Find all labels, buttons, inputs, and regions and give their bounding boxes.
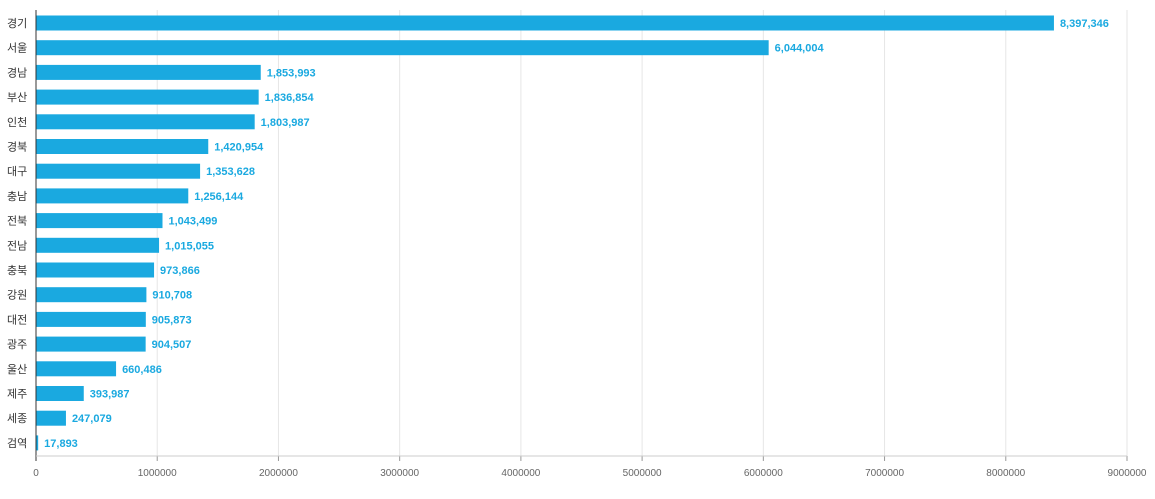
category-label: 충남	[7, 190, 27, 203]
category-label: 인천	[7, 115, 27, 129]
data-label: 1,256,144	[194, 191, 244, 203]
category-label: 경북	[7, 141, 27, 154]
bar	[36, 64, 261, 80]
bar	[36, 114, 255, 130]
bar	[36, 89, 259, 105]
data-label: 973,866	[160, 265, 200, 277]
x-tick-label: 1000000	[138, 468, 177, 479]
bar	[36, 336, 146, 352]
x-tick-labels: 0 1000000 2000000 3000000 4000000 5000000 6000…	[33, 468, 1147, 479]
data-label: 393,987	[90, 389, 130, 401]
bar	[36, 435, 39, 451]
category-label: 강원	[7, 289, 27, 302]
bar	[36, 163, 201, 179]
category-label: 대구	[7, 165, 27, 178]
bar	[36, 262, 155, 278]
grid-lines	[156, 10, 1128, 456]
category-label: 전북	[7, 215, 27, 228]
bars	[36, 15, 1054, 451]
category-label: 대전	[7, 313, 27, 326]
bar	[36, 287, 147, 303]
bar	[36, 139, 209, 154]
bar	[36, 40, 769, 56]
data-label: 1,043,499	[168, 216, 217, 228]
category-label: 경기	[7, 17, 27, 30]
category-label: 부산	[7, 91, 27, 104]
category-label: 검역	[7, 437, 27, 450]
data-label: 660,486	[122, 364, 162, 376]
data-label: 910,708	[152, 290, 192, 302]
category-label: 광주	[7, 338, 27, 351]
x-tick-label: 9000000	[1108, 468, 1147, 479]
data-label: 1,420,954	[214, 142, 264, 154]
data-label: 8,397,346	[1060, 18, 1109, 30]
bar	[36, 386, 84, 401]
category-label: 서울	[7, 42, 27, 55]
x-tick-label: 0	[33, 468, 39, 479]
category-label: 제주	[7, 388, 27, 401]
x-tick-label: 4000000	[501, 468, 540, 479]
x-tick-label: 8000000	[986, 468, 1025, 479]
category-label: 경남	[7, 66, 27, 79]
data-label: 904,507	[152, 339, 192, 351]
x-tick-label: 2000000	[259, 468, 298, 479]
bar	[36, 15, 1054, 31]
bar	[36, 410, 66, 426]
x-tick-label: 7000000	[865, 468, 904, 479]
axes	[35, 10, 1128, 461]
bar	[36, 188, 189, 204]
category-label: 충북	[7, 264, 27, 277]
data-label: 247,079	[72, 413, 112, 425]
data-label: 1,015,055	[165, 240, 214, 252]
data-label: 1,836,854	[265, 92, 315, 104]
data-label: 1,803,987	[261, 117, 310, 129]
x-tick-label: 5000000	[623, 468, 662, 479]
category-label: 세종	[7, 412, 27, 425]
data-labels: 8,397,346 6,044,004 1,853,993 1,836,854 1,80…	[44, 18, 1109, 450]
category-label: 울산	[7, 363, 27, 376]
data-label: 1,353,628	[206, 166, 255, 178]
data-label: 1,853,993	[267, 67, 316, 79]
bar	[36, 311, 146, 327]
x-tick-label: 3000000	[380, 468, 419, 479]
category-label: 전남	[7, 239, 27, 252]
data-label: 905,873	[152, 314, 192, 326]
bar	[36, 213, 163, 229]
data-label: 17,893	[44, 438, 78, 450]
bar	[36, 361, 117, 377]
data-label: 6,044,004	[775, 43, 825, 55]
bar	[36, 237, 160, 253]
x-tick-label: 6000000	[744, 468, 783, 479]
